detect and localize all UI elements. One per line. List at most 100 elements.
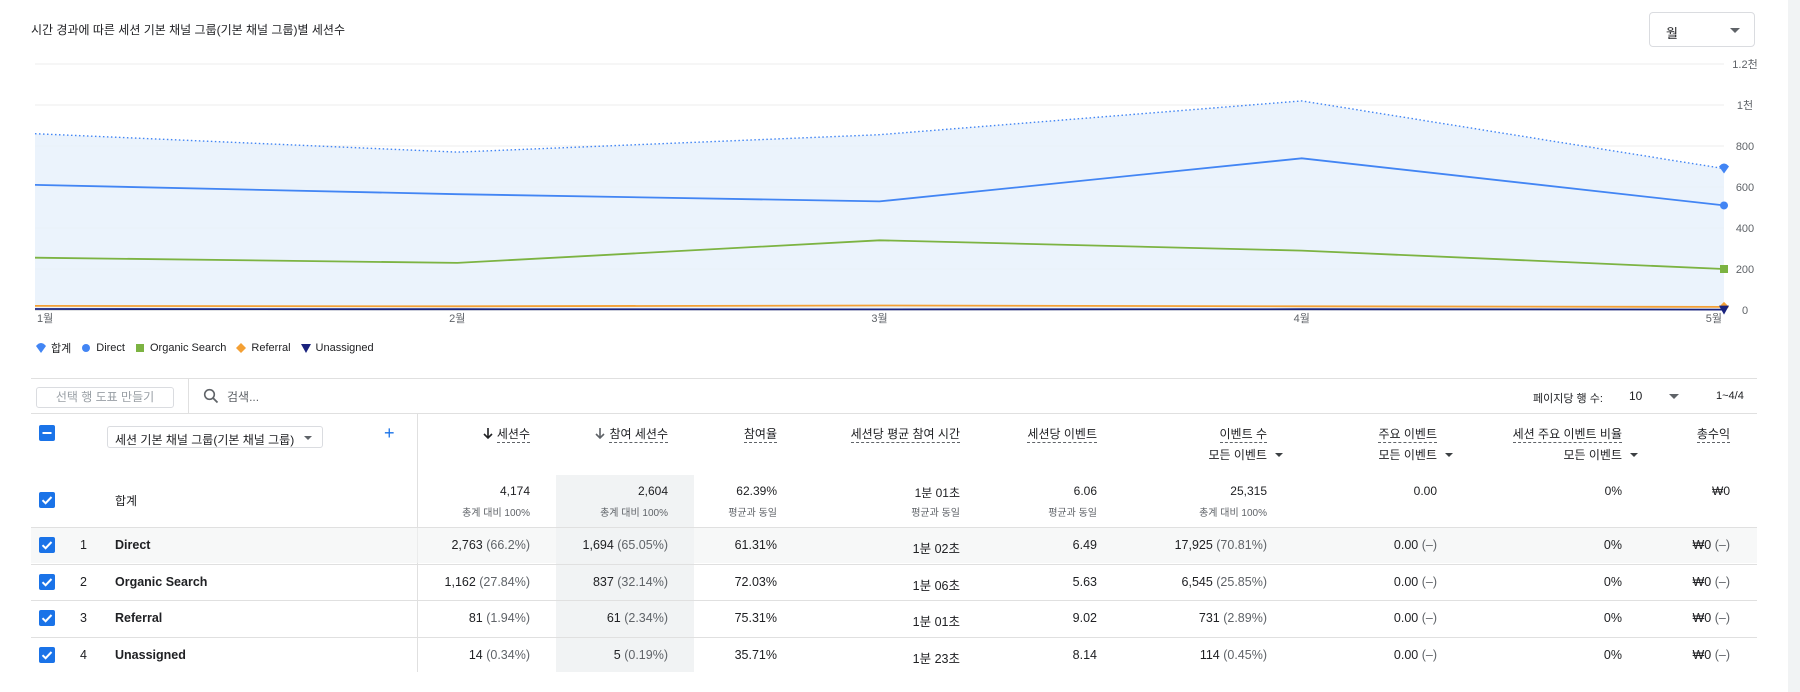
cell-engagement-rate: 72.03% [734,574,777,589]
cell-key-events: 0.00 (–) [1393,538,1437,552]
legend-item-total[interactable]: 합계 [35,340,71,356]
column-header-sessions[interactable]: 세션수 [482,425,530,443]
toolbar-divider [188,379,189,414]
legend-label: Organic Search [149,342,227,354]
add-dimension-button[interactable]: + [384,423,395,443]
x-tick-label: 1월 [37,312,53,325]
table-row[interactable] [31,527,1757,563]
column-event-filter-key-events[interactable]: 모든 이벤트 [1378,446,1453,463]
cell-engaged-sessions: 5 (0.19%) [613,647,668,662]
legend-marker-direct [82,344,91,352]
check-icon [41,650,53,660]
table-row[interactable] [31,563,1757,600]
total-comparison: 평균과 동일 [1048,508,1097,519]
x-tick-label: 3월 [871,312,887,325]
column-header-event-count[interactable]: 이벤트 수 [1219,425,1267,443]
table-toolbar: 선택 행 도표 만들기 페이지당 행 수: 10 1~4/4 [31,378,1757,414]
cell-session-key-event-rate: 0% [1603,647,1622,662]
total-event-count: 25,315 [1230,484,1267,498]
column-header-label: 세션수 [496,427,530,443]
channel-name[interactable]: Organic Search [115,574,208,589]
cell-event-count: 6,545 (25.85%) [1181,574,1267,589]
rows-per-page-value: 10 [1629,389,1643,403]
event-filter-label: 모든 이벤트 [1563,448,1622,462]
cell-event-count: 17,925 (70.81%) [1174,538,1267,552]
page-range: 1~4/4 [1716,390,1744,402]
y-tick-label: 400 [1736,223,1754,235]
table-row[interactable] [31,600,1757,636]
column-header-engagement-rate[interactable]: 참여율 [743,425,777,443]
row-checkbox[interactable] [39,537,55,553]
cell-events-per-session: 6.49 [1072,538,1097,552]
total-total-revenue: ₩0 [1712,484,1730,498]
y-tick-label: 1.2천 [1732,57,1757,71]
row-index: 4 [80,647,87,662]
legend-marker-organic-search [135,344,144,352]
cell-session-key-event-rate: 0% [1603,538,1622,552]
event-filter-label: 모든 이벤트 [1378,448,1437,462]
column-event-filter-session-key-event-rate[interactable]: 모든 이벤트 [1563,446,1638,463]
period-select[interactable]: 월 [1649,12,1755,47]
column-header-events-per-session[interactable]: 세션당 이벤트 [1027,425,1097,443]
check-icon [41,541,53,550]
cell-events-per-session: 8.14 [1072,647,1097,662]
rows-per-page-select[interactable]: 10 [1623,384,1685,408]
legend-item-organic-search[interactable]: Organic Search [134,342,226,354]
column-header-total-revenue[interactable]: 총수익 [1696,425,1730,443]
cell-avg-engagement-time: 1분 23초 [912,651,960,666]
search-input[interactable] [227,386,447,408]
page-scroll-gutter [1788,0,1800,692]
pin-marker-icon [36,343,46,353]
minus-icon [42,432,52,434]
cell-sessions: 81 (1.94%) [468,611,530,625]
square-marker-icon [135,344,144,352]
chevron-down-icon [1730,28,1740,33]
cell-sessions: 2,763 (66.2%) [451,538,530,552]
row-checkbox[interactable] [39,646,55,663]
total-engagement-rate: 62.39% [736,484,777,498]
row-index: 1 [80,538,87,552]
cell-avg-engagement-time: 1분 01초 [912,615,960,629]
end-marker-unassigned [1719,305,1729,315]
legend-item-direct[interactable]: Direct [80,342,125,354]
y-tick-label: 800 [1736,141,1754,153]
cell-engagement-rate: 75.31% [734,611,777,625]
select-all-checkbox[interactable] [39,425,55,441]
chart-legend: 합계 Direct Organic Search Referral Unassigned [35,340,383,356]
series-line-total [34,100,1725,170]
event-filter-label: 모든 이벤트 [1208,448,1267,462]
y-tick-label: 600 [1736,182,1754,194]
column-event-filter-event-count[interactable]: 모든 이벤트 [1208,446,1283,463]
cell-session-key-event-rate: 0% [1603,611,1622,625]
legend-marker-referral [236,343,247,353]
row-index: 3 [80,611,87,625]
legend-label: Direct [96,342,125,354]
legend-item-unassigned[interactable]: Unassigned [300,342,374,354]
cell-key-events: 0.00 (–) [1393,574,1437,589]
table-row[interactable] [31,636,1757,673]
total-comparison: 총계 대비 100% [462,508,530,519]
total-sessions: 4,174 [499,484,530,498]
column-header-key-events[interactable]: 주요 이벤트 [1378,425,1437,443]
row-checkbox[interactable] [39,610,55,626]
dimension-select[interactable]: 세션 기본 채널 그룹(기본 채널 그룹) [107,426,323,448]
legend-label: 합계 [51,343,72,355]
total-session-key-event-rate: 0% [1604,484,1622,498]
total-comparison: 평균과 동일 [728,508,777,519]
column-header-session-key-event-rate[interactable]: 세션 주요 이벤트 비율 [1512,425,1622,443]
cell-key-events: 0.00 (–) [1393,611,1437,625]
cell-engaged-sessions: 837 (32.14%) [592,574,668,589]
plot-rows-button[interactable]: 선택 행 도표 만들기 [36,387,174,408]
channel-name[interactable]: Unassigned [115,647,186,662]
column-header-engaged-sessions[interactable]: 참여 세션수 [594,425,668,443]
column-header-label: 참여율 [743,427,777,443]
legend-item-referral[interactable]: Referral [235,342,291,354]
total-key-events: 0.00 [1413,484,1437,498]
channel-name[interactable]: Referral [115,611,163,625]
column-header-avg-engagement-time[interactable]: 세션당 평균 참여 시간 [850,425,960,443]
totals-checkbox[interactable] [39,492,55,508]
row-checkbox[interactable] [39,573,55,590]
sort-desc-icon [595,428,606,440]
channel-name[interactable]: Direct [115,538,151,552]
